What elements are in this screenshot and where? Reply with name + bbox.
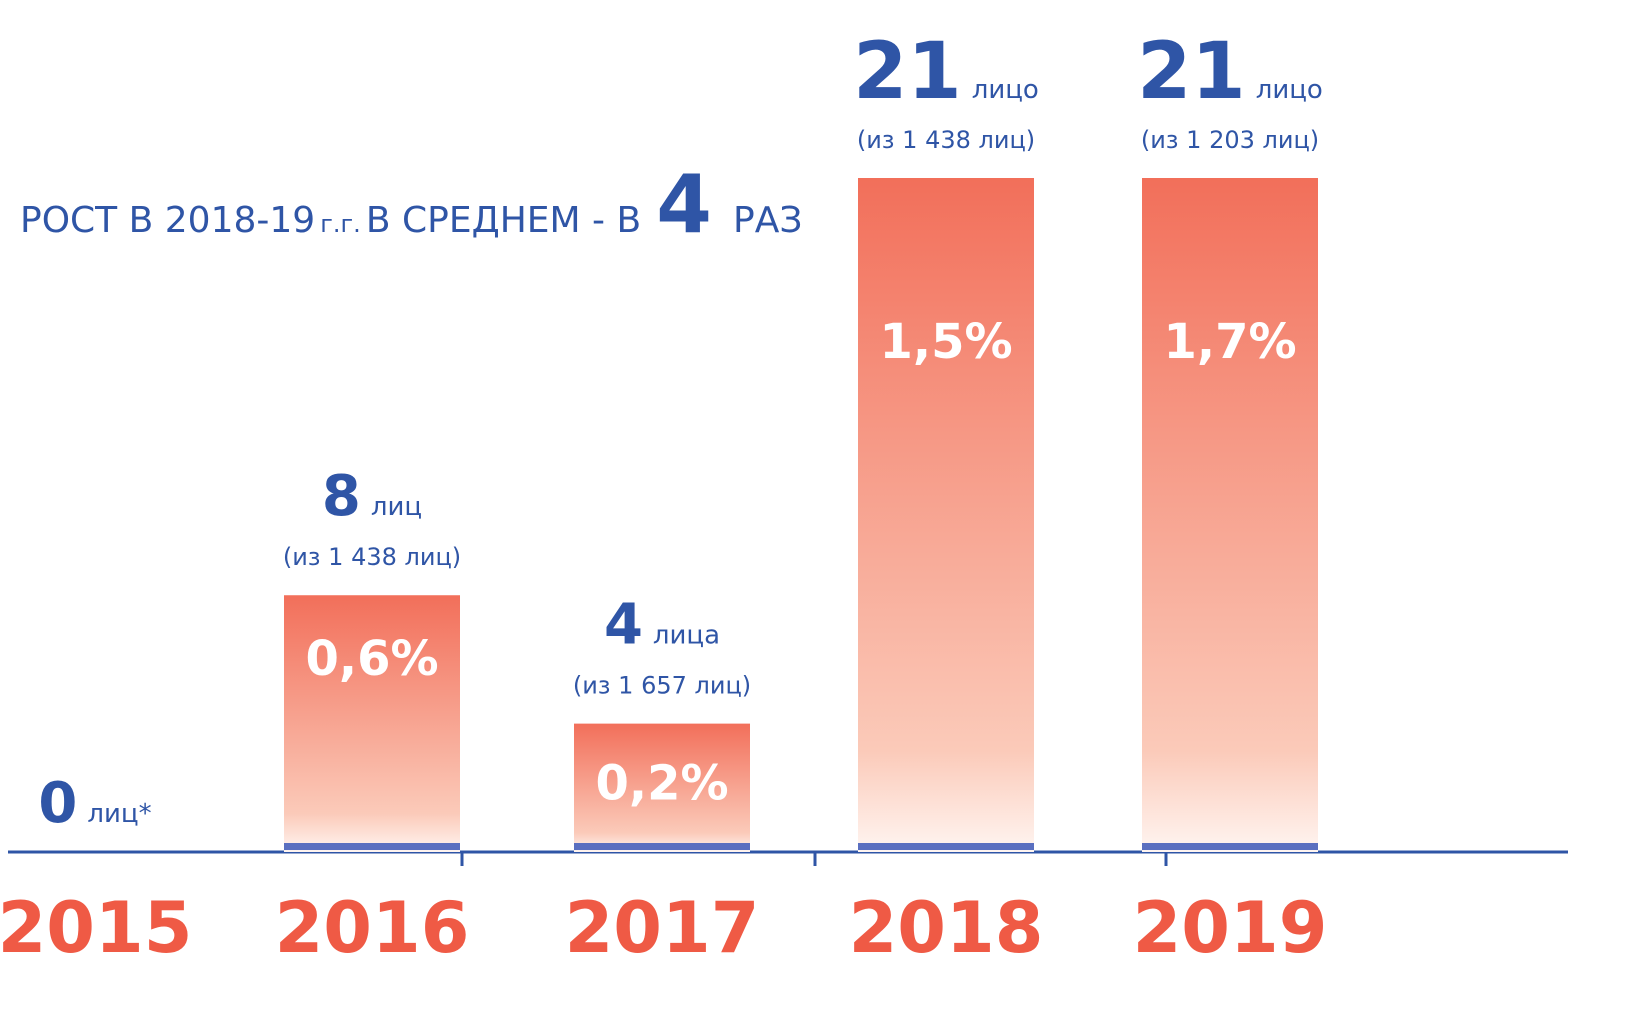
count-label: 0 лиц*	[38, 771, 151, 836]
count-value: 4	[604, 593, 643, 658]
x-tick-label: 2019	[1133, 887, 1328, 969]
x-tick-label: 2016	[275, 887, 470, 969]
count-value: 0	[38, 771, 77, 836]
chart-title: РОСТ В 2018-19 г.г. В СРЕДНЕМ - В 4 РАЗ	[20, 158, 802, 251]
percent-label: 0,2%	[595, 756, 728, 812]
title-part: В СРЕДНЕМ - В	[366, 200, 641, 241]
bar	[1142, 178, 1318, 852]
bar-base	[574, 843, 750, 850]
percent-label: 0,6%	[305, 631, 438, 687]
title-part: РАЗ	[733, 200, 802, 241]
x-tick-label: 2018	[849, 887, 1044, 969]
total-label: (из 1 203 лиц)	[1141, 126, 1319, 154]
count-value: 21	[1137, 27, 1246, 117]
count-label: 4 лица	[604, 593, 720, 658]
total-label: (из 1 438 лиц)	[283, 543, 461, 571]
count-unit: лиц	[371, 492, 422, 522]
count-value: 8	[322, 464, 361, 529]
bar-base	[1142, 843, 1318, 850]
percent-label: 1,7%	[1163, 314, 1296, 370]
bar-base	[284, 843, 460, 850]
count-unit: лицо	[972, 75, 1039, 105]
count-unit: лица	[653, 621, 720, 651]
bar	[574, 723, 750, 852]
bar-base	[858, 843, 1034, 850]
count-unit: лиц*	[87, 799, 151, 829]
title-part: РОСТ В 2018-19	[20, 200, 315, 241]
total-label: (из 1 438 лиц)	[857, 126, 1035, 154]
count-label: 8 лиц	[322, 464, 422, 529]
total-label: (из 1 657 лиц)	[573, 672, 751, 700]
title-part: 4	[656, 158, 712, 251]
bar	[284, 595, 460, 852]
count-value: 21	[853, 27, 962, 117]
percent-label: 1,5%	[879, 314, 1012, 370]
count-unit: лицо	[1256, 75, 1323, 105]
x-tick-label: 2015	[0, 887, 192, 969]
count-label: 21 лицо	[853, 27, 1039, 117]
x-tick-label: 2017	[565, 887, 760, 969]
title-part: г.г.	[320, 210, 360, 238]
count-label: 21 лицо	[1137, 27, 1323, 117]
bar	[858, 178, 1034, 852]
